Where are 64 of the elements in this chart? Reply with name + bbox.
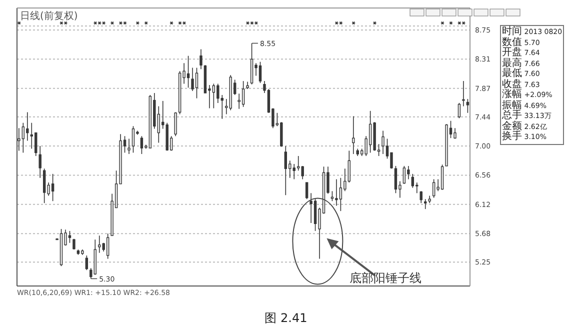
candlestick bbox=[432, 178, 436, 198]
candlestick bbox=[174, 112, 177, 136]
text: 时间 bbox=[502, 26, 522, 37]
candlestick bbox=[26, 112, 29, 142]
candlestick bbox=[191, 67, 194, 92]
candlestick bbox=[258, 61, 262, 84]
candlestick bbox=[242, 80, 245, 108]
candlestick bbox=[411, 174, 414, 188]
candlestick bbox=[394, 166, 398, 194]
candlestick bbox=[42, 168, 46, 204]
text: 换手 bbox=[502, 131, 522, 142]
candlestick bbox=[140, 136, 144, 154]
text: 振幅 bbox=[502, 100, 522, 110]
candlestick bbox=[30, 122, 33, 150]
candlestick bbox=[458, 102, 461, 119]
text: 金额 bbox=[502, 120, 522, 132]
candlestick bbox=[51, 174, 54, 202]
candlestick bbox=[335, 178, 338, 206]
caption: 图 2.41 bbox=[264, 311, 308, 325]
candlestick bbox=[186, 55, 190, 88]
candlestick bbox=[132, 126, 135, 154]
candlestick bbox=[98, 235, 101, 254]
candlestick bbox=[301, 166, 304, 180]
candlestick bbox=[68, 230, 72, 244]
candlestick bbox=[424, 198, 427, 210]
candlestick bbox=[216, 83, 220, 104]
candlestick bbox=[305, 182, 308, 200]
text: 总手 bbox=[502, 110, 522, 121]
candlestick bbox=[128, 138, 130, 154]
candlestick bbox=[195, 67, 198, 99]
candlestick bbox=[407, 166, 410, 180]
candlestick bbox=[85, 255, 88, 270]
candlestick bbox=[310, 192, 312, 224]
candlestick bbox=[330, 190, 334, 202]
candlestick bbox=[284, 146, 287, 196]
text: 最高 bbox=[502, 58, 522, 68]
annotation: 底部阳锤子线 bbox=[350, 271, 422, 285]
candlestick bbox=[352, 116, 355, 154]
text: 最低 bbox=[502, 68, 522, 79]
candlestick bbox=[454, 128, 456, 140]
candlestick bbox=[420, 190, 422, 204]
text: 开盘 bbox=[502, 47, 522, 58]
candlestick bbox=[106, 233, 110, 260]
candlestick bbox=[314, 198, 317, 232]
candlestick bbox=[34, 132, 38, 156]
candlestick bbox=[440, 164, 444, 190]
candlestick bbox=[212, 83, 216, 109]
candlestick bbox=[466, 98, 470, 114]
candlestick bbox=[368, 110, 372, 154]
candlestick bbox=[18, 128, 20, 152]
candlestick bbox=[280, 122, 283, 148]
candlestick bbox=[402, 166, 406, 184]
candlestick bbox=[200, 48, 202, 70]
candlestick bbox=[462, 80, 465, 107]
chart-title: 日线(前复权) bbox=[20, 10, 78, 22]
text: 数值 bbox=[502, 36, 522, 48]
candlestick bbox=[38, 146, 42, 178]
candlestick bbox=[225, 98, 228, 115]
candlestick bbox=[382, 130, 384, 154]
text: 涨幅 bbox=[502, 89, 522, 100]
candlestick bbox=[292, 164, 296, 180]
text: 收盘 bbox=[502, 78, 522, 90]
candlestick bbox=[339, 177, 342, 212]
candlestick bbox=[22, 122, 25, 154]
